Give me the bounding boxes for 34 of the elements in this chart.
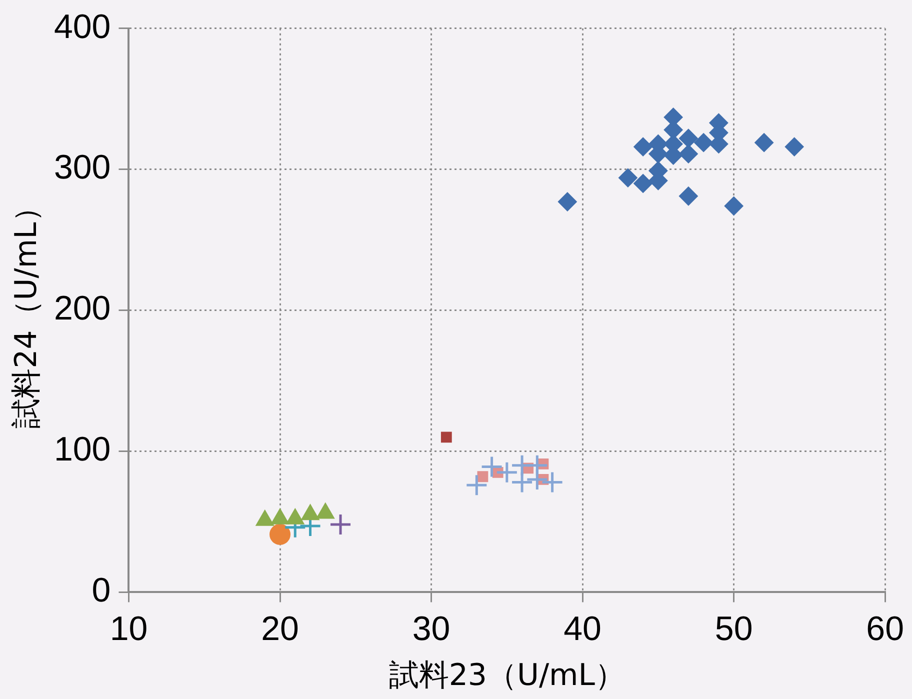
point [634, 137, 653, 156]
point [496, 461, 518, 484]
y-axis-title: 試料24（U/mL） [8, 192, 44, 428]
x-tick-label: 10 [110, 610, 148, 648]
x-axis-title: 試料23（U/mL） [388, 658, 626, 693]
x-tick-label: 50 [714, 610, 753, 648]
point [465, 474, 488, 496]
point [270, 524, 290, 545]
point [526, 468, 548, 491]
point [724, 196, 744, 216]
point [678, 128, 698, 148]
point [558, 192, 577, 212]
x-tick-label: 20 [261, 610, 299, 648]
point [440, 432, 452, 443]
point [694, 133, 714, 152]
point [541, 471, 564, 494]
point [754, 133, 774, 152]
point [510, 471, 534, 494]
point [480, 456, 504, 478]
point [329, 513, 352, 536]
y-tick-label: 0 [92, 572, 111, 610]
x-tick-label: 30 [412, 610, 450, 648]
point [678, 186, 698, 206]
point [477, 471, 488, 482]
point [618, 168, 638, 188]
y-tick-label: 200 [54, 290, 111, 328]
y-tick-label: 400 [54, 8, 111, 46]
y-tick-label: 300 [54, 148, 111, 187]
x-tick-label: 60 [866, 610, 904, 648]
point [634, 174, 653, 193]
x-tick-label: 40 [564, 610, 602, 648]
point [678, 144, 698, 164]
y-tick-label: 100 [54, 430, 111, 469]
point [784, 137, 804, 156]
